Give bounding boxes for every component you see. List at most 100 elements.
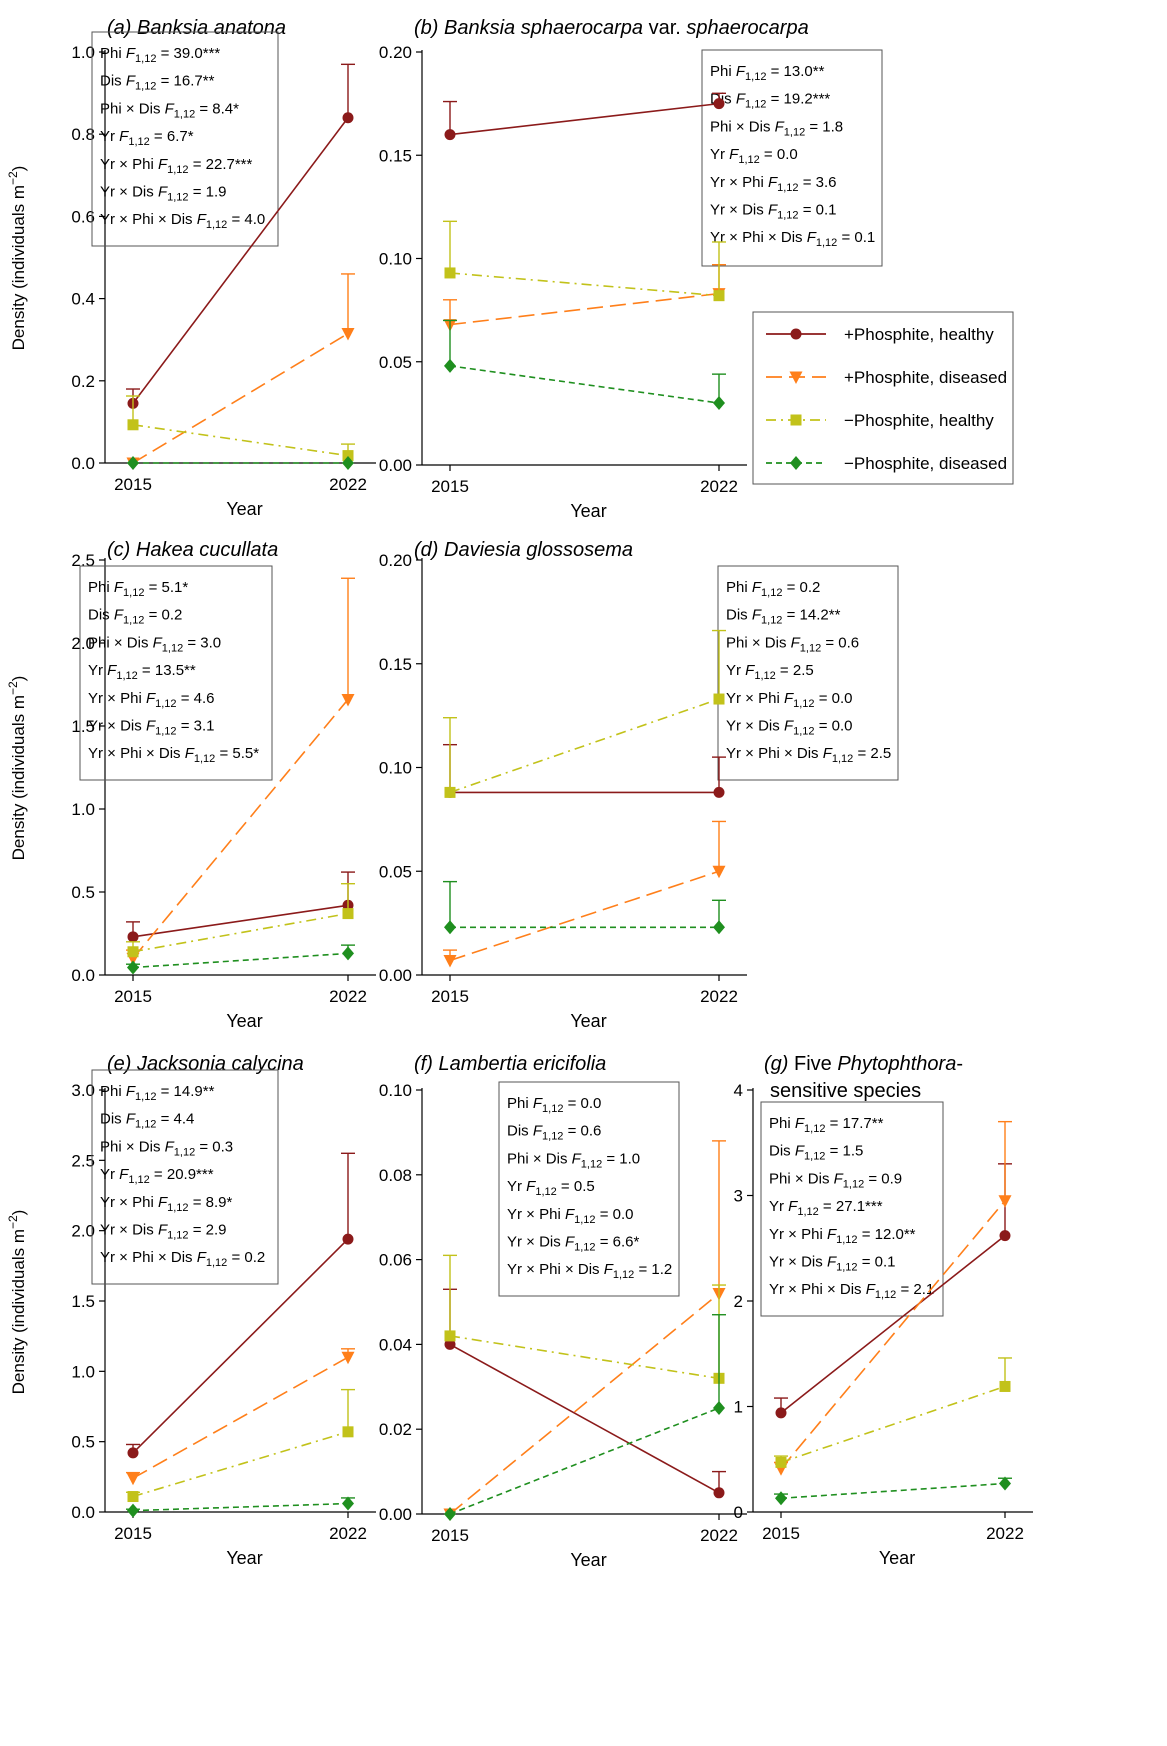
series-phi_diseased <box>126 1348 355 1486</box>
series-phi_healthy <box>774 1163 1012 1419</box>
data-point <box>127 1447 139 1459</box>
panel-title: (g) Five Phytophthora- <box>764 1053 963 1075</box>
panel-title: (c) Hakea cucullata <box>107 539 278 561</box>
legend-marker <box>790 456 802 470</box>
stats-box <box>91 31 279 247</box>
stat-line: Phi × Dis F1,12 = 8.4* <box>100 100 239 120</box>
stat-line: Yr × Phi F1,12 = 22.7*** <box>100 156 253 176</box>
series-nophi_diseased <box>443 319 726 411</box>
y-tick-label: 0.20 <box>379 43 412 62</box>
data-point <box>341 328 355 341</box>
stat-line: Yr × Phi × Dis F1,12 = 0.2 <box>100 1249 265 1269</box>
y-tick-label: 2.5 <box>71 551 95 570</box>
y-tick-label: 0.0 <box>71 966 95 985</box>
series-nophi_diseased <box>774 1476 1012 1506</box>
y-tick-label: 0.10 <box>379 1081 412 1100</box>
stat-line: Dis F1,12 = 1.5 <box>769 1143 863 1163</box>
series-line <box>780 1200 1006 1470</box>
stat-line: Yr F1,12 = 6.7* <box>100 128 194 148</box>
data-point <box>444 1330 456 1342</box>
data-point <box>341 1351 355 1365</box>
series-line <box>132 117 349 404</box>
series-line <box>449 102 720 136</box>
y-tick-label: 1.0 <box>71 43 95 62</box>
y-tick-label: 0.02 <box>379 1420 412 1439</box>
series-line <box>780 1385 1006 1464</box>
data-point <box>444 358 456 373</box>
data-point <box>713 1401 725 1415</box>
panel-c: 0.0 0.5 1.0 1.5 2.0 2.5 2015 2022 Year Density (i… <box>6 539 376 1031</box>
stat-line: Yr × Dis F1,12 = 3.1 <box>88 718 214 738</box>
stat-line: Phi F1,12 = 13.0** <box>710 63 825 83</box>
data-point <box>127 1491 139 1503</box>
series-line <box>449 272 720 297</box>
stat-line: Yr F1,12 = 2.5 <box>726 662 814 682</box>
stats-box <box>91 1069 279 1285</box>
series-nophi_healthy <box>443 629 726 798</box>
y-tick-label: 0.00 <box>379 966 412 985</box>
x-tick-label: 2015 <box>114 987 152 1006</box>
stat-line: Yr × Dis F1,12 = 2.9 <box>100 1222 226 1242</box>
stat-line: Yr × Phi × Dis F1,12 = 0.1 <box>710 229 875 249</box>
x-tick-label: 2022 <box>329 1524 367 1543</box>
series-nophi_diseased <box>443 880 726 935</box>
stats-box <box>498 1081 680 1297</box>
y-tick-label: 2.0 <box>71 634 95 653</box>
y-tick-label: 0.6 <box>71 207 95 226</box>
data-point <box>713 786 725 798</box>
y-tick-label: 2.0 <box>71 1222 95 1241</box>
data-point <box>127 931 139 943</box>
data-point <box>342 456 354 470</box>
stats-box <box>760 1101 944 1317</box>
data-point <box>713 693 725 705</box>
stat-line: Yr × Dis F1,12 = 1.9 <box>100 184 226 204</box>
stat-line: Yr × Phi F1,12 = 12.0** <box>769 1226 916 1246</box>
x-tick-label: 2022 <box>329 987 367 1006</box>
data-point <box>342 450 354 462</box>
y-tick-label: 0.4 <box>71 290 95 309</box>
y-tick-label: 0.08 <box>379 1166 412 1185</box>
series-line <box>449 870 720 962</box>
data-point <box>342 112 354 124</box>
series-line <box>132 332 349 464</box>
data-point <box>999 1230 1011 1242</box>
panel-title-line2: sensitive species <box>770 1080 921 1102</box>
stat-line: Yr × Phi × Dis F1,12 = 5.5* <box>88 745 259 765</box>
data-point <box>713 98 725 110</box>
y-tick-label: 3.0 <box>71 1081 95 1100</box>
series-nophi_healthy <box>126 883 355 958</box>
stats-box <box>701 49 883 267</box>
data-point <box>712 865 726 879</box>
stats-box <box>79 565 273 781</box>
data-point <box>127 946 139 958</box>
stat-line: Yr × Phi F1,12 = 4.6 <box>88 690 215 710</box>
y-tick-label: 0.06 <box>379 1251 412 1270</box>
y-tick-label: 3 <box>734 1187 743 1206</box>
legend-box <box>752 311 1014 485</box>
x-tick-label: 2015 <box>762 1524 800 1543</box>
stat-line: Yr × Phi × Dis F1,12 = 2.5 <box>726 745 891 765</box>
stat-line: Dis F1,12 = 16.7** <box>100 73 215 93</box>
panel-a: 0.0 0.2 0.4 0.6 0.8 1.0 2015 2022 Year Density (i… <box>6 17 376 519</box>
y-tick-label: 1 <box>734 1398 743 1417</box>
data-point <box>713 290 725 302</box>
y-tick-label: 0.10 <box>379 759 412 778</box>
data-point <box>444 267 456 279</box>
series-line <box>449 1292 720 1515</box>
stat-line: Dis F1,12 = 19.2*** <box>710 91 830 111</box>
x-axis-title: Year <box>226 499 262 519</box>
series-nophi_diseased <box>444 1314 726 1521</box>
x-axis-title: Year <box>570 501 606 521</box>
series-line <box>449 1335 720 1380</box>
series-line <box>132 1356 349 1479</box>
data-point <box>444 1507 456 1521</box>
legend: +Phosphite, healthy +Phosphite, diseased −… <box>752 311 1014 485</box>
y-axis-title: Density (individuals m−2) <box>6 676 28 861</box>
data-point <box>444 786 456 798</box>
x-tick-label: 2022 <box>700 987 738 1006</box>
data-point <box>341 693 355 707</box>
stat-line: Yr × Phi × Dis F1,12 = 2.1 <box>769 1281 934 1301</box>
stat-line: Yr × Dis F1,12 = 6.6* <box>507 1234 639 1254</box>
stat-line: Dis F1,12 = 0.2 <box>88 607 182 627</box>
legend-marker <box>789 371 803 384</box>
